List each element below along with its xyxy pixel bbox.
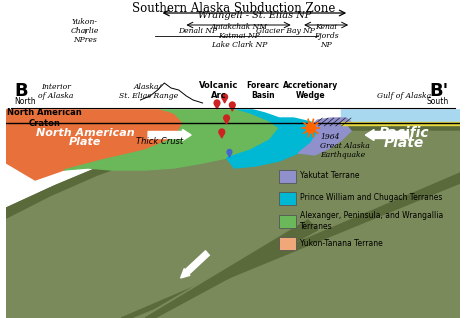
- Text: Wrangell - St. Elias NP: Wrangell - St. Elias NP: [198, 11, 311, 20]
- Polygon shape: [140, 80, 193, 103]
- Text: Plate: Plate: [383, 136, 424, 150]
- Text: Yukon-
Charlie
NPres: Yukon- Charlie NPres: [71, 18, 99, 45]
- Polygon shape: [6, 93, 183, 180]
- Circle shape: [224, 115, 229, 121]
- Polygon shape: [223, 99, 227, 103]
- Text: Alexanger, Peninsula, and Wrangallia
Terranes: Alexanger, Peninsula, and Wrangallia Ter…: [301, 211, 444, 231]
- Polygon shape: [6, 123, 460, 218]
- Bar: [279, 192, 296, 205]
- Bar: [279, 237, 296, 250]
- Text: Yukon-Tanana Terrane: Yukon-Tanana Terrane: [301, 238, 383, 247]
- Text: Prince William and Chugach Terranes: Prince William and Chugach Terranes: [301, 193, 443, 203]
- Polygon shape: [341, 122, 460, 125]
- Text: Southern Alaska Subduction Zone: Southern Alaska Subduction Zone: [132, 2, 335, 15]
- Text: Forearc
Basin: Forearc Basin: [246, 80, 280, 100]
- Bar: [279, 170, 296, 183]
- Text: Denali NP: Denali NP: [178, 27, 218, 35]
- Polygon shape: [215, 105, 219, 109]
- Text: Alaska/
St. Elias Range: Alaska/ St. Elias Range: [118, 83, 178, 100]
- Polygon shape: [220, 134, 224, 138]
- Polygon shape: [230, 107, 234, 111]
- FancyArrow shape: [181, 251, 210, 278]
- Polygon shape: [140, 223, 313, 318]
- Polygon shape: [145, 220, 318, 318]
- Text: North: North: [14, 97, 36, 106]
- Text: Interior
of Alaska: Interior of Alaska: [38, 83, 74, 100]
- Text: 1964
Great Alaska
Earthquake: 1964 Great Alaska Earthquake: [320, 133, 370, 159]
- Text: Aniakchak NM
Katmai NP
Lake Clark NP: Aniakchak NM Katmai NP Lake Clark NP: [210, 23, 267, 49]
- Text: Yakutat Terrane: Yakutat Terrane: [301, 171, 360, 181]
- Polygon shape: [298, 125, 351, 155]
- Text: Gulf of Alaska: Gulf of Alaska: [377, 92, 431, 100]
- Text: Plate: Plate: [69, 137, 101, 147]
- Text: North American
Craton: North American Craton: [7, 108, 82, 128]
- Text: Kenai
Fjords
NP: Kenai Fjords NP: [314, 23, 338, 49]
- Bar: [6, 0, 460, 108]
- FancyArrow shape: [148, 129, 191, 141]
- Text: Accretionary
Wedge: Accretionary Wedge: [283, 80, 338, 100]
- Circle shape: [229, 102, 235, 108]
- Circle shape: [227, 149, 232, 155]
- Polygon shape: [227, 103, 311, 128]
- Text: Volcanic
Arc: Volcanic Arc: [199, 80, 238, 100]
- Polygon shape: [64, 88, 279, 170]
- Circle shape: [214, 100, 220, 106]
- Bar: [279, 215, 296, 228]
- Polygon shape: [121, 173, 460, 318]
- Text: South: South: [427, 97, 449, 106]
- Polygon shape: [228, 154, 231, 157]
- Polygon shape: [6, 123, 460, 318]
- Polygon shape: [341, 103, 460, 122]
- Text: Thick Crust: Thick Crust: [136, 136, 183, 146]
- Text: North American: North American: [36, 128, 134, 138]
- Polygon shape: [311, 118, 351, 133]
- FancyArrow shape: [365, 129, 409, 141]
- Polygon shape: [225, 120, 228, 124]
- Circle shape: [306, 123, 316, 133]
- Text: B: B: [14, 82, 27, 100]
- Polygon shape: [341, 93, 460, 108]
- Text: B': B': [429, 82, 449, 100]
- Circle shape: [219, 129, 225, 135]
- Text: Glacier Bay NP: Glacier Bay NP: [255, 27, 314, 35]
- Polygon shape: [227, 123, 318, 168]
- Circle shape: [222, 94, 228, 100]
- Polygon shape: [112, 160, 460, 318]
- Text: Pacific: Pacific: [378, 126, 429, 140]
